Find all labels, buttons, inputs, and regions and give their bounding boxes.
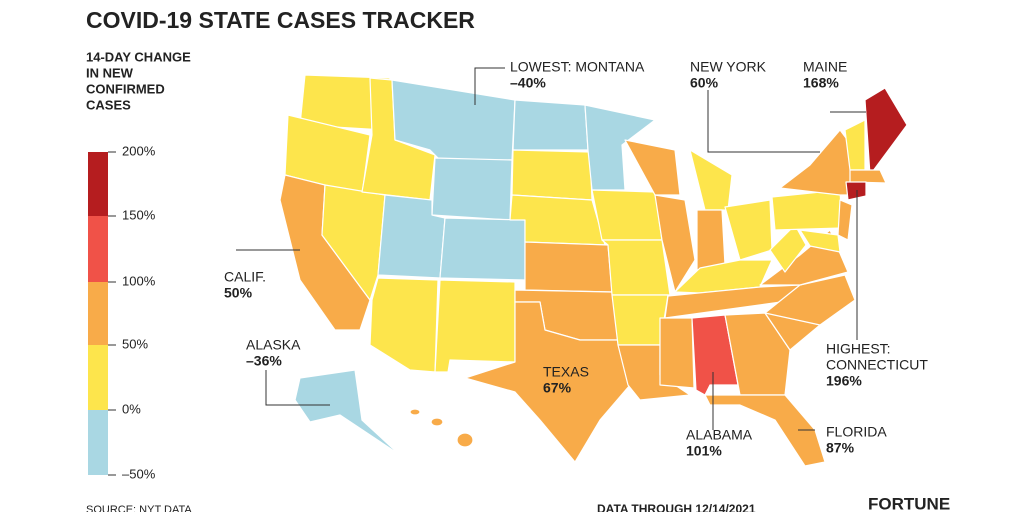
legend-tick-label: 100%	[122, 273, 156, 288]
title: COVID-19 STATE CASES TRACKER	[86, 7, 475, 33]
annotation-label: HIGHEST:	[826, 341, 891, 357]
annotation-value: 60%	[690, 75, 719, 91]
us-map	[279, 74, 908, 467]
annotation-label: MAINE	[803, 59, 847, 75]
source: SOURCE: NYT DATA	[86, 504, 192, 512]
annotation-label: CALIF.	[224, 269, 266, 285]
annotation-label: ALABAMA	[686, 427, 753, 443]
legend-tick-label: 150%	[122, 207, 156, 222]
annotation-value: 168%	[803, 75, 839, 91]
annotation-label: TEXAS	[543, 364, 589, 380]
annotation-value: 87%	[826, 440, 855, 456]
legend-title: CASES	[86, 97, 131, 112]
legend-title: 14-DAY CHANGE	[86, 49, 191, 64]
annotation-label: FLORIDA	[826, 424, 887, 440]
annotation-label: CONNECTICUT	[826, 357, 928, 373]
annotation-value: 196%	[826, 373, 862, 389]
annotation-value: –40%	[510, 75, 546, 91]
legend-tick-label: –50%	[122, 466, 156, 481]
annotation-value: 101%	[686, 443, 722, 459]
brand: FORTUNE	[868, 494, 950, 512]
legend-tick-label: 50%	[122, 336, 148, 351]
legend-title: IN NEW	[86, 65, 134, 80]
legend-tick-label: 200%	[122, 143, 156, 158]
leader-lines	[236, 67, 866, 431]
legend-bar	[88, 152, 108, 475]
annotation-value: 67%	[543, 380, 572, 396]
annotation-value: –36%	[246, 353, 282, 369]
legend-title: CONFIRMED	[86, 81, 165, 96]
annotation-label: LOWEST: MONTANA	[510, 59, 645, 75]
annotation-value: 50%	[224, 285, 253, 301]
data-date: DATA THROUGH 12/14/2021	[597, 502, 756, 512]
legend-tick-label: 0%	[122, 401, 141, 416]
annotation-label: ALASKA	[246, 337, 301, 353]
annotation-label: NEW YORK	[690, 59, 767, 75]
